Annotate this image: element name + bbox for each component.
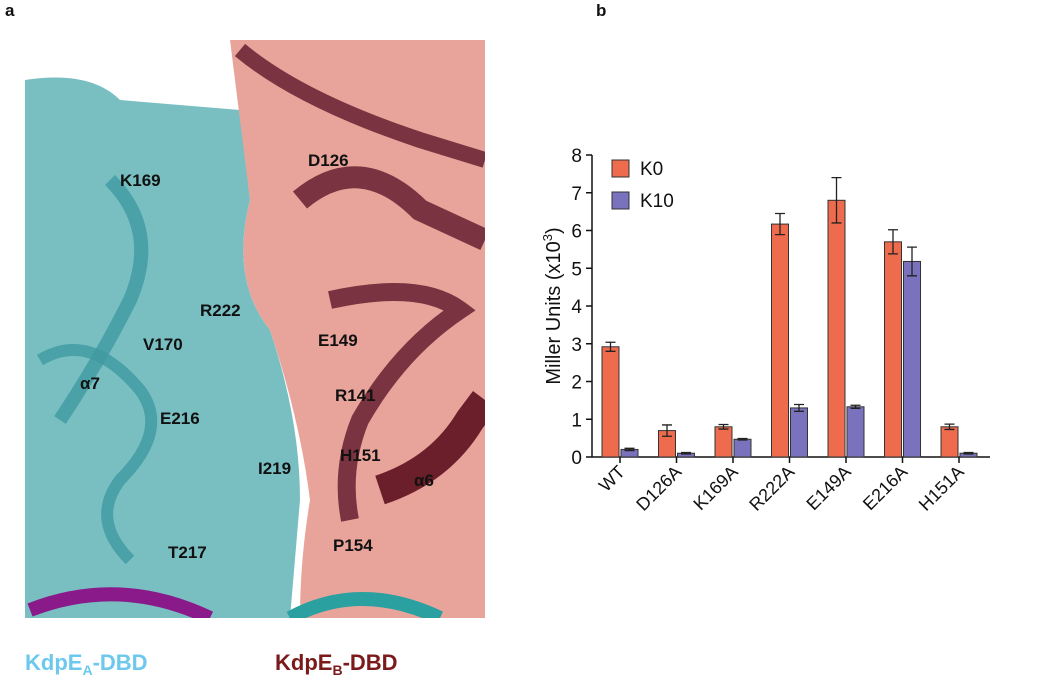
- y-label-end: ): [543, 227, 565, 234]
- bar: [733, 438, 752, 458]
- domain-name: KdpE: [275, 650, 332, 675]
- bar: [846, 406, 865, 458]
- bar: [884, 241, 902, 458]
- bar: [827, 199, 846, 458]
- residue-label: K169: [120, 171, 161, 190]
- y-tick-label: 0: [571, 448, 582, 469]
- error-bar: [963, 451, 974, 455]
- error-bar: [718, 423, 729, 430]
- bar: [714, 426, 733, 458]
- error-bar: [737, 437, 748, 441]
- y-tick-label: 6: [571, 222, 582, 243]
- domain-name: KdpE: [25, 650, 82, 675]
- error-bar: [605, 341, 616, 352]
- y-tick-label: 5: [571, 259, 582, 280]
- x-tick-label: WT: [595, 462, 629, 496]
- residue-label: D126: [308, 151, 349, 170]
- helix-label: α7: [80, 374, 100, 393]
- x-tick-label: E216A: [859, 462, 911, 514]
- legend-swatch: [611, 159, 630, 178]
- error-bar: [850, 404, 861, 409]
- residue-label: E149: [318, 331, 358, 350]
- y-tick-label: 7: [571, 184, 582, 205]
- y-tick-label: 2: [571, 373, 582, 394]
- x-tick-label: H151A: [915, 462, 968, 515]
- residue-label: H151: [340, 446, 381, 465]
- residue-label: R141: [335, 386, 376, 405]
- residue-label: P154: [333, 536, 373, 555]
- domain-suffix: -DBD: [343, 650, 398, 675]
- legend-swatch: [611, 191, 630, 210]
- x-tick-label: E149A: [802, 462, 854, 514]
- error-bar: [907, 246, 917, 277]
- y-label-sup: 3: [540, 234, 555, 241]
- error-bar: [831, 177, 842, 224]
- y-tick-label: 3: [571, 335, 582, 356]
- error-bar: [775, 212, 785, 236]
- y-axis-label: Miller Units (x103): [540, 227, 565, 384]
- error-bar: [662, 424, 672, 437]
- bar: [903, 260, 921, 458]
- x-tick-label: R222A: [745, 462, 798, 515]
- x-tick-label: D126A: [632, 462, 685, 515]
- domain-label: KdpEA-DBD: [25, 650, 148, 678]
- y-label-text: Miller Units (x10: [543, 241, 565, 384]
- panel-label: b: [596, 1, 606, 20]
- bar: [940, 426, 959, 458]
- domain-label: KdpEB-DBD: [275, 650, 398, 678]
- legend-label: K10: [640, 191, 674, 212]
- x-tick-label: K169A: [689, 462, 741, 514]
- y-tick-label: 8: [571, 146, 582, 167]
- residue-label: V170: [143, 335, 183, 354]
- structure-image: [25, 40, 485, 618]
- bar: [790, 407, 808, 458]
- y-tick-label: 4: [571, 297, 582, 318]
- residue-label: E216: [160, 409, 200, 428]
- error-bar: [624, 447, 635, 452]
- domain-sub: B: [332, 662, 342, 678]
- bar: [601, 346, 620, 458]
- residue-label: R222: [200, 301, 241, 320]
- bar: [771, 223, 789, 458]
- legend-label: K0: [640, 159, 663, 180]
- panel-label: a: [5, 1, 15, 20]
- error-bar: [888, 229, 898, 255]
- domain-sub: A: [82, 662, 92, 678]
- error-bar: [681, 451, 691, 455]
- y-tick-label: 1: [571, 410, 582, 431]
- error-bar: [944, 423, 955, 431]
- helix-label: α6: [414, 471, 434, 490]
- error-bar: [794, 403, 804, 412]
- residue-label: T217: [168, 543, 207, 562]
- domain-suffix: -DBD: [93, 650, 148, 675]
- residue-label: I219: [258, 459, 291, 478]
